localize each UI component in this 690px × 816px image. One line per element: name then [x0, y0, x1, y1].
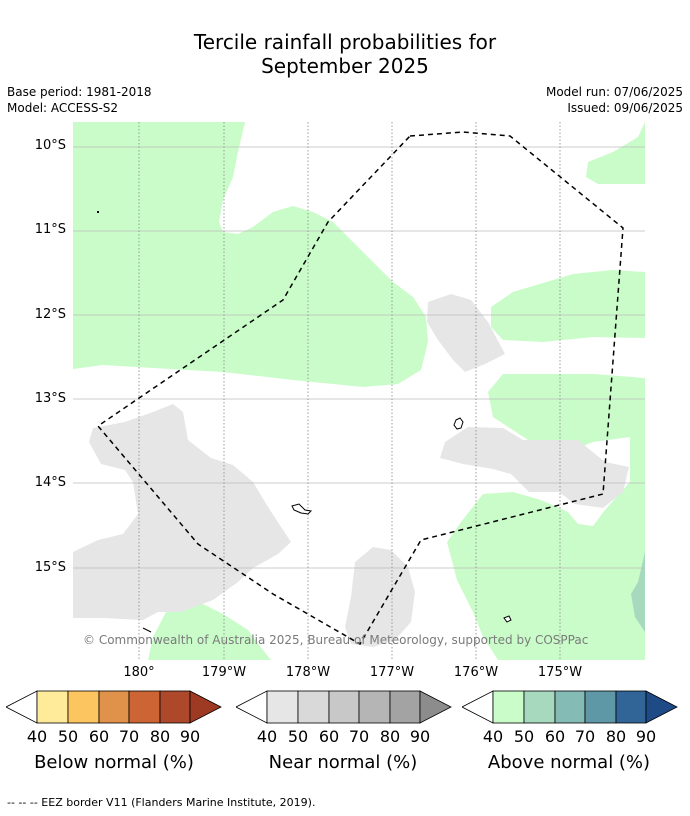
lat-label-11s: 11°S: [34, 222, 66, 237]
title-line-1: Tercile rainfall probabilities for: [193, 30, 497, 54]
map-title: Tercile rainfall probabilities for Septe…: [0, 30, 690, 78]
colorbar-near-70: [358, 690, 391, 724]
tick-below-90: 90: [179, 727, 201, 746]
colorbar-near-max-arrow: [419, 690, 452, 724]
colorbar-near-normal: [236, 690, 452, 724]
colorbar-below-70: [128, 690, 161, 724]
colorbar-below-50: [67, 690, 100, 724]
lat-label-14s: 14°S: [34, 475, 66, 490]
longitude-gridlines: [138, 122, 561, 660]
eez-border: [96, 131, 624, 646]
meta-left: Base period: 1981-2018 Model: ACCESS-S2: [7, 84, 152, 116]
above-normal-50-region: [631, 552, 645, 632]
lon-label-178w: 178°W: [285, 665, 331, 680]
tick-below-70: 70: [118, 727, 140, 746]
meta-right: Model run: 07/06/2025 Issued: 09/06/2025: [546, 84, 683, 116]
colorbar-above-min-arrow: [462, 690, 494, 724]
lon-label-179w: 179°W: [201, 665, 247, 680]
colorbar-above-70: [584, 690, 617, 724]
island-wallis: [453, 417, 464, 430]
colorbar-below-40: [36, 690, 69, 724]
near-normal-region-east: [440, 427, 629, 508]
lat-label-15s: 15°S: [34, 560, 66, 575]
lon-label-177w: 177°W: [369, 665, 415, 680]
near-normal-region-north: [427, 294, 505, 372]
base-period: Base period: 1981-2018: [7, 85, 152, 99]
colorbar-below-min-arrow: [6, 690, 38, 724]
tick-above-50: 50: [513, 727, 535, 746]
colorbar-above-40: [492, 690, 525, 724]
island-small-southeast: [503, 615, 512, 623]
copyright-notice: © Commonwealth of Australia 2025, Bureau…: [83, 633, 589, 647]
lat-label-13s: 13°S: [34, 391, 66, 406]
lat-label-12s: 12°S: [34, 307, 66, 322]
tick-below-60: 60: [88, 727, 110, 746]
near-normal-region-southwest: [73, 404, 291, 620]
latitude-gridlines: [73, 146, 645, 569]
tick-above-70: 70: [574, 727, 596, 746]
tick-near-70: 70: [348, 727, 370, 746]
tick-near-90: 90: [409, 727, 431, 746]
tick-above-80: 80: [605, 727, 627, 746]
colorbar-above-50: [523, 690, 556, 724]
tick-near-60: 60: [318, 727, 340, 746]
colorbar-near-80: [389, 690, 421, 724]
colorbar-label-below: Below normal (%): [34, 752, 194, 773]
colorbar-below-80: [159, 690, 191, 724]
above-normal-region-northeast: [586, 122, 645, 184]
tick-below-40: 40: [26, 727, 48, 746]
forecast-map: [73, 122, 645, 660]
tick-near-80: 80: [379, 727, 401, 746]
colorbar-above-max-arrow: [645, 690, 678, 724]
tick-above-60: 60: [544, 727, 566, 746]
tick-above-90: 90: [635, 727, 657, 746]
above-normal-region-northwest: [73, 122, 428, 387]
island-fragment-southwest: [142, 627, 152, 633]
issued-date: Issued: 09/06/2025: [567, 101, 683, 115]
tick-below-50: 50: [57, 727, 79, 746]
colorbar-below-60: [98, 690, 130, 724]
tick-above-40: 40: [482, 727, 504, 746]
colorbar-near-50: [297, 690, 330, 724]
lon-label-180: 180°: [123, 665, 155, 680]
tick-near-50: 50: [287, 727, 309, 746]
colorbar-label-near: Near normal (%): [268, 752, 418, 773]
colorbar-near-40: [266, 690, 299, 724]
above-normal-region-southeast: [447, 374, 645, 660]
island-futuna: [291, 503, 313, 515]
colorbar-below-normal: [6, 690, 222, 724]
model-name: Model: ACCESS-S2: [7, 101, 119, 115]
colorbar-label-above: Above normal (%): [487, 752, 651, 773]
above-normal-region-east: [491, 270, 645, 342]
colorbar-near-min-arrow: [236, 690, 268, 724]
island-dot-northwest: [97, 211, 99, 213]
eez-footnote: -- -- -- EEZ border V11 (Flanders Marine…: [7, 796, 316, 809]
colorbar-above-80: [615, 690, 647, 724]
title-line-2: September 2025: [261, 54, 429, 78]
colorbar-above-60: [554, 690, 586, 724]
tick-near-40: 40: [256, 727, 278, 746]
tick-below-80: 80: [149, 727, 171, 746]
colorbar-below-max-arrow: [189, 690, 222, 724]
lon-label-176w: 176°W: [453, 665, 499, 680]
lat-label-10s: 10°S: [34, 138, 66, 153]
colorbar-above-normal: [462, 690, 678, 724]
map-canvas: [73, 122, 645, 660]
near-normal-region-central: [345, 547, 415, 647]
lon-label-175w: 175°W: [537, 665, 583, 680]
colorbar-near-60: [328, 690, 360, 724]
model-run: Model run: 07/06/2025: [545, 85, 683, 99]
